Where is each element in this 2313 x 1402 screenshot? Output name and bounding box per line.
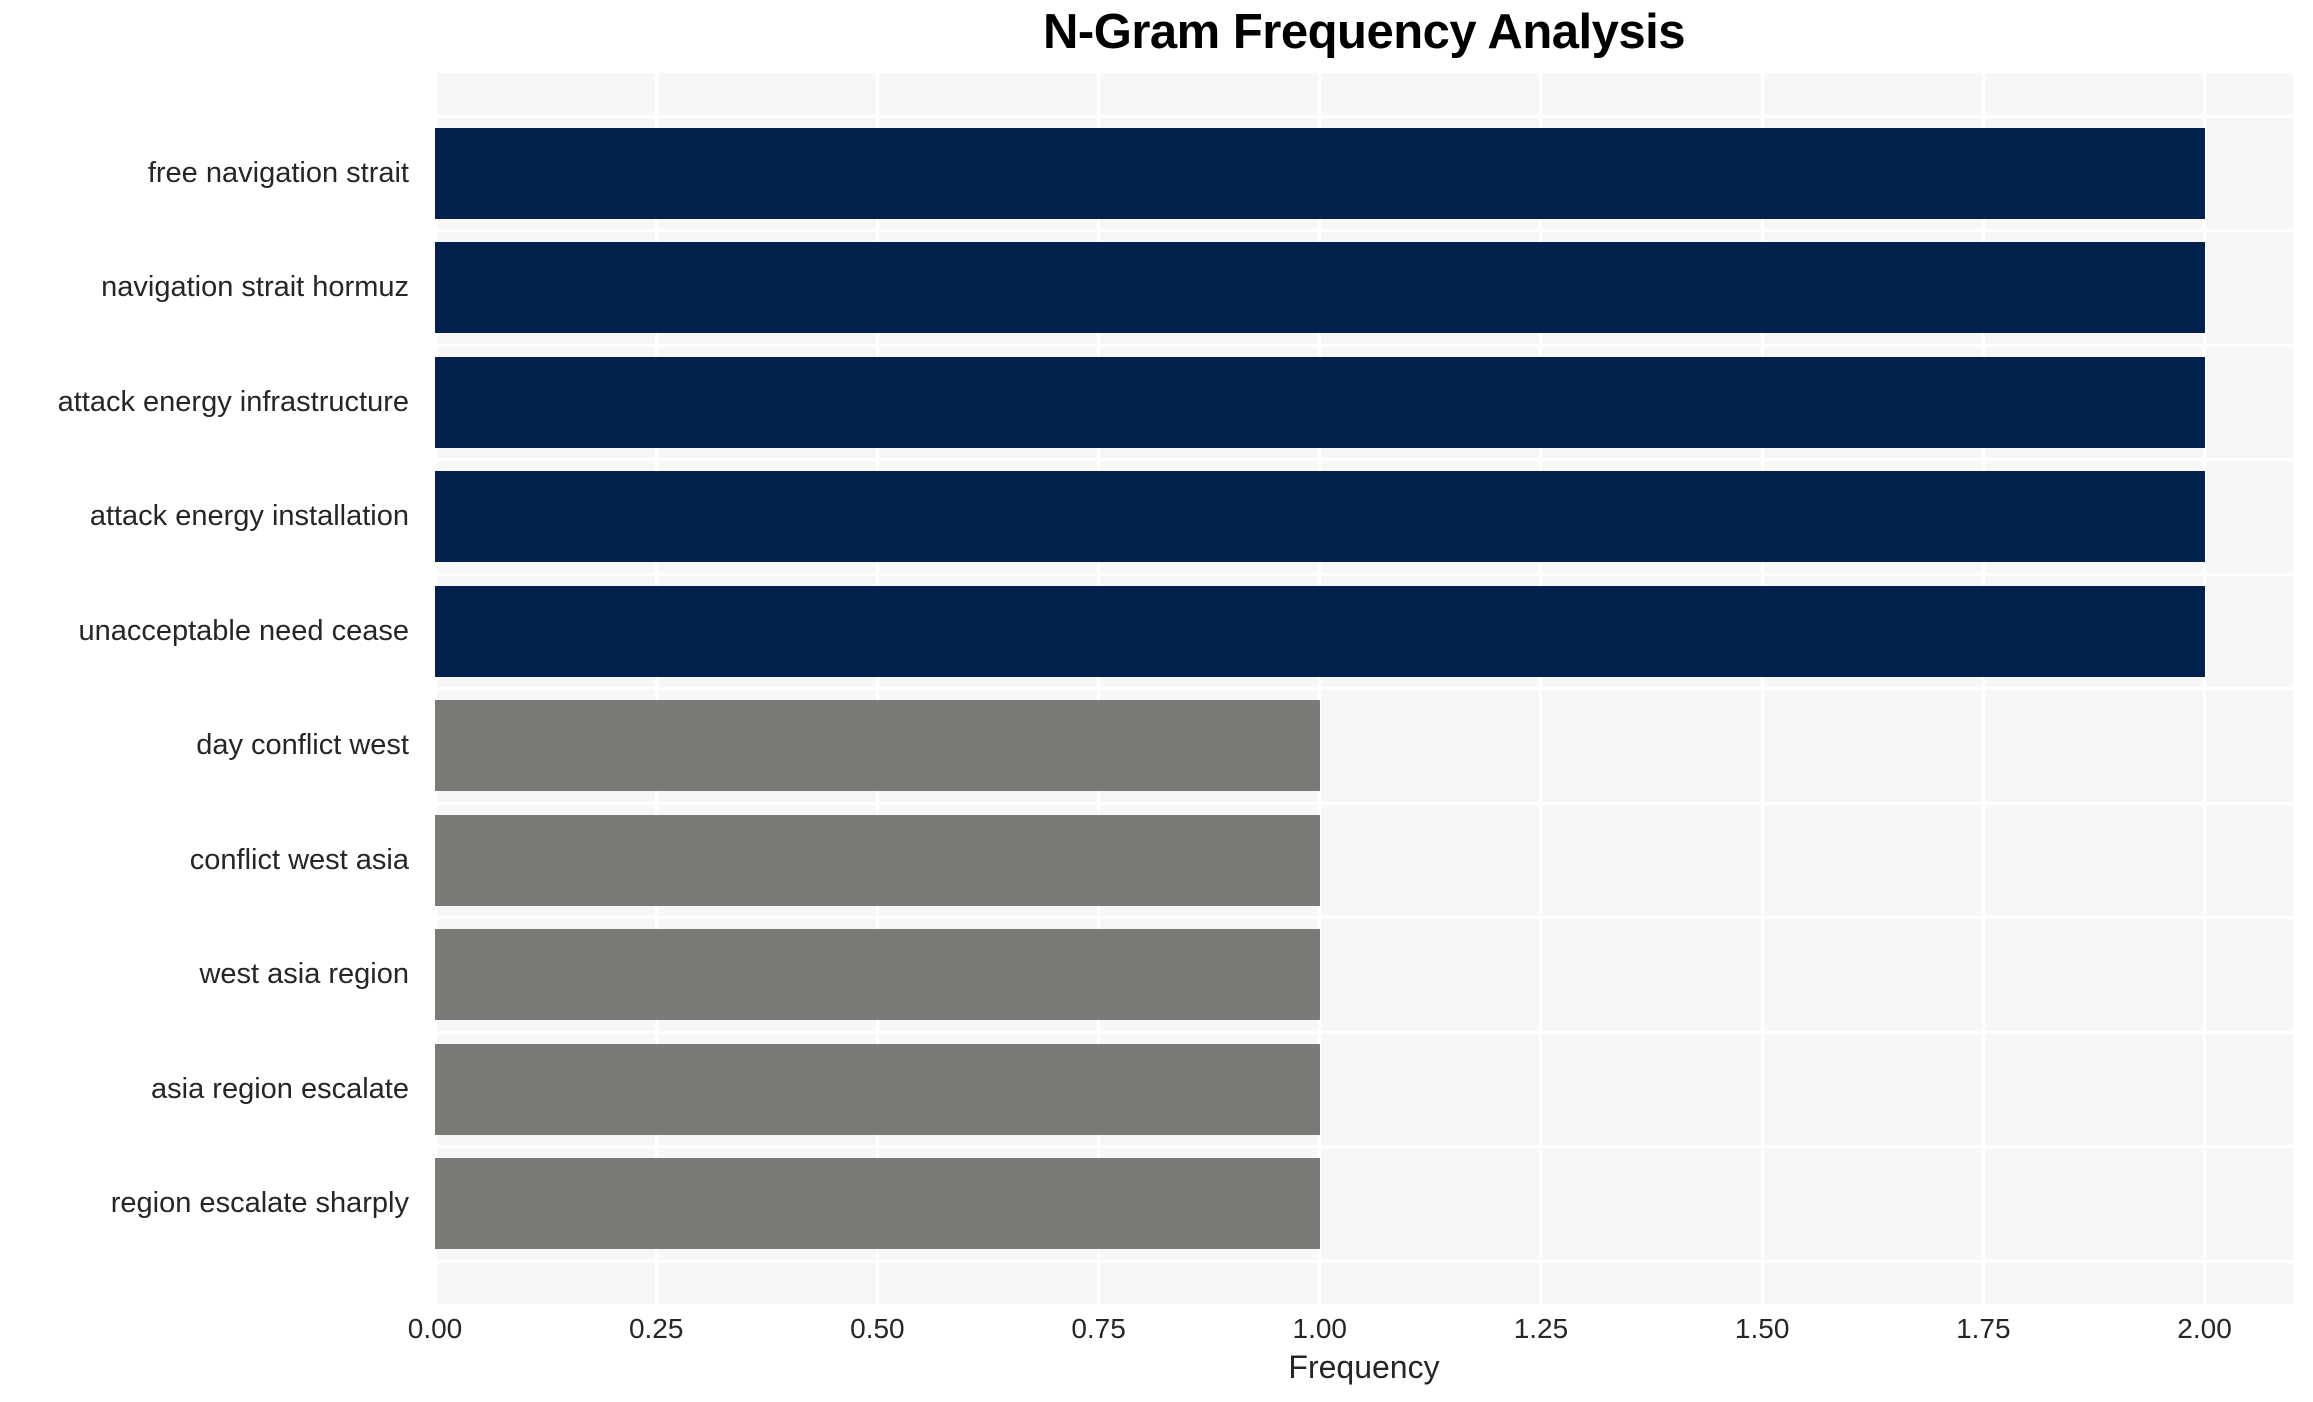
x-tick-label: 0.50 xyxy=(850,1313,905,1344)
gridline-h xyxy=(435,343,2293,347)
x-tick-label: 1.50 xyxy=(1734,1313,1790,1344)
bar xyxy=(435,1043,1320,1135)
gridline-h xyxy=(435,1145,2293,1148)
y-category-label: region escalate sharply xyxy=(110,1187,409,1220)
y-axis-labels: free navigation strait navigation strait … xyxy=(0,116,421,1261)
x-axis-label: Frequency xyxy=(1288,1349,1440,1385)
gridline-h xyxy=(435,572,2293,576)
gridline-h xyxy=(435,687,2293,690)
bar xyxy=(435,700,1320,792)
y-category-label: unacceptable need cease xyxy=(78,614,409,647)
gridline-h xyxy=(435,801,2293,805)
y-category-label: navigation strait hormuz xyxy=(101,271,409,304)
bar xyxy=(435,356,2205,448)
x-tick-label: 0.25 xyxy=(628,1313,684,1344)
bar xyxy=(435,814,1320,906)
x-tick-label: 1.00 xyxy=(1292,1313,1348,1344)
x-tick-label: 0.00 xyxy=(407,1313,463,1344)
bar xyxy=(435,929,1320,1021)
y-category-label: conflict west asia xyxy=(189,843,409,876)
gridline-h xyxy=(435,1030,2293,1034)
bar xyxy=(435,242,2205,334)
plot-area xyxy=(435,73,2293,1304)
y-category-label: asia region escalate xyxy=(151,1072,409,1105)
y-category-label: attack energy infrastructure xyxy=(57,385,409,418)
x-tick-label: 1.25 xyxy=(1513,1313,1569,1344)
bar xyxy=(435,471,2205,563)
gridline-h xyxy=(435,229,2293,232)
bar xyxy=(435,585,2205,677)
y-category-label: attack energy installation xyxy=(89,500,409,533)
y-category-label: west asia region xyxy=(199,958,409,991)
gridline-h xyxy=(435,458,2293,461)
bar xyxy=(435,127,2205,219)
bar xyxy=(435,1158,1320,1250)
x-tick-label: 0.75 xyxy=(1071,1313,1126,1344)
gridline-h xyxy=(435,916,2293,919)
y-category-label: day conflict west xyxy=(196,729,409,762)
x-tick-label: 2.00 xyxy=(2177,1313,2232,1344)
chart-title: N-Gram Frequency Analysis xyxy=(1043,5,1685,59)
gridline-h xyxy=(435,114,2293,118)
gridline-h xyxy=(435,1259,2293,1263)
x-tick-label: 1.75 xyxy=(1956,1313,2011,1344)
y-category-label: free navigation strait xyxy=(147,156,409,189)
